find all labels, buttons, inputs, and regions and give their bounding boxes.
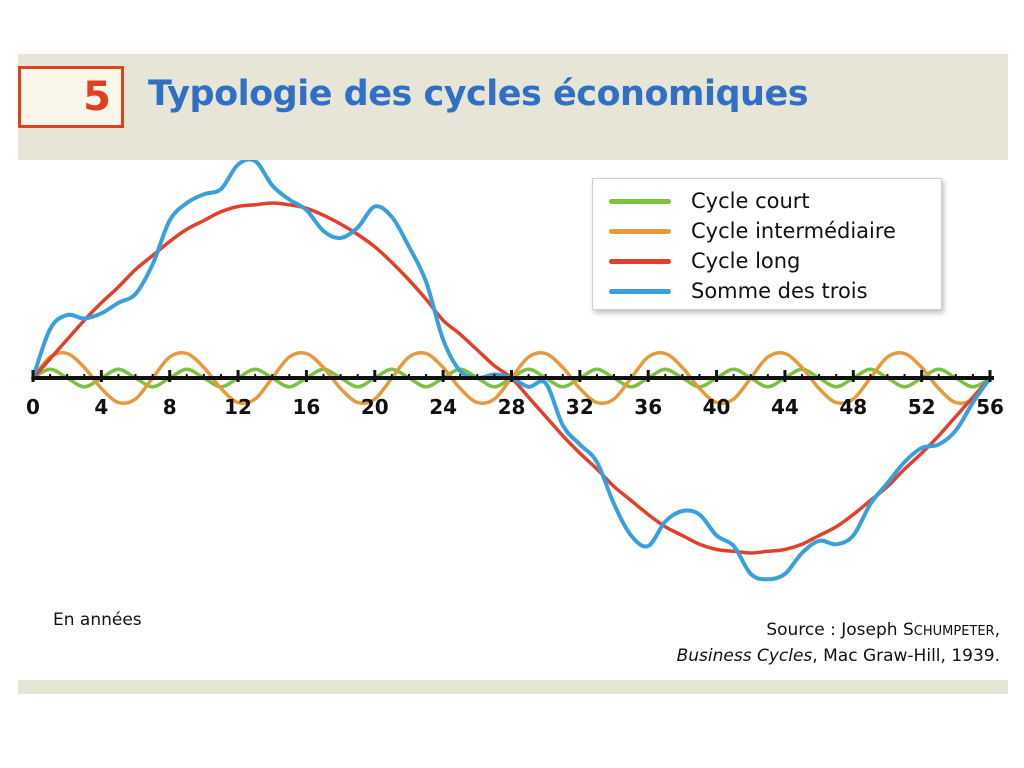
legend-swatch-intermediaire	[609, 228, 671, 234]
x-tick-label-12: 12	[224, 395, 252, 419]
legend-item-long: Cycle long	[609, 247, 800, 275]
x-tick-label-48: 48	[839, 395, 867, 419]
x-tick-label-28: 28	[498, 395, 526, 419]
figure-number-box: 5	[18, 66, 124, 128]
x-tick-label-0: 0	[26, 395, 40, 419]
legend-label-long: Cycle long	[691, 249, 801, 273]
source-prefix: Source : Joseph	[766, 620, 903, 640]
figure-number: 5	[83, 74, 111, 120]
x-tick-label-40: 40	[703, 395, 731, 419]
x-tick-label-52: 52	[908, 395, 936, 419]
x-tick-label-20: 20	[361, 395, 389, 419]
x-axis-label: En années	[53, 610, 142, 630]
x-tick-label-24: 24	[429, 395, 457, 419]
legend-swatch-court	[609, 198, 671, 204]
x-tick-label-16: 16	[293, 395, 321, 419]
legend-swatch-somme	[609, 288, 671, 294]
line-chart: 0 4 8 12 16 20 24 28 32 36 40 44 48 52 56	[26, 160, 1004, 582]
chart-legend: Cycle court Cycle intermédiaire Cycle lo…	[592, 178, 942, 310]
source-book-title: Business Cycles	[676, 646, 813, 666]
x-tick-label-4: 4	[94, 395, 108, 419]
legend-item-somme: Somme des trois	[609, 277, 868, 305]
x-tick-label-44: 44	[771, 395, 799, 419]
source-publisher: , Mac Graw-Hill, 1939.	[812, 646, 1000, 666]
source-author-rest: CHUMPETER	[913, 624, 995, 639]
legend-item-intermediaire: Cycle intermédiaire	[609, 217, 896, 245]
legend-label-somme: Somme des trois	[691, 279, 868, 303]
legend-swatch-long	[609, 258, 671, 264]
source-author-initial: S	[902, 620, 914, 640]
legend-label-court: Cycle court	[691, 189, 810, 213]
legend-item-court: Cycle court	[609, 187, 810, 215]
legend-label-intermediaire: Cycle intermédiaire	[691, 219, 896, 243]
source-author: SCHUMPETER	[903, 620, 995, 640]
x-tick-label-36: 36	[634, 395, 662, 419]
source-citation: Source : Joseph SCHUMPETER, Business Cyc…	[596, 618, 1000, 668]
x-tick-label-56: 56	[976, 395, 1004, 419]
source-line-2: Business Cycles, Mac Graw-Hill, 1939.	[596, 644, 1000, 668]
x-tick-label-32: 32	[566, 395, 594, 419]
chart-title: Typologie des cycles économiques	[148, 74, 809, 114]
x-tick-label-8: 8	[163, 395, 177, 419]
